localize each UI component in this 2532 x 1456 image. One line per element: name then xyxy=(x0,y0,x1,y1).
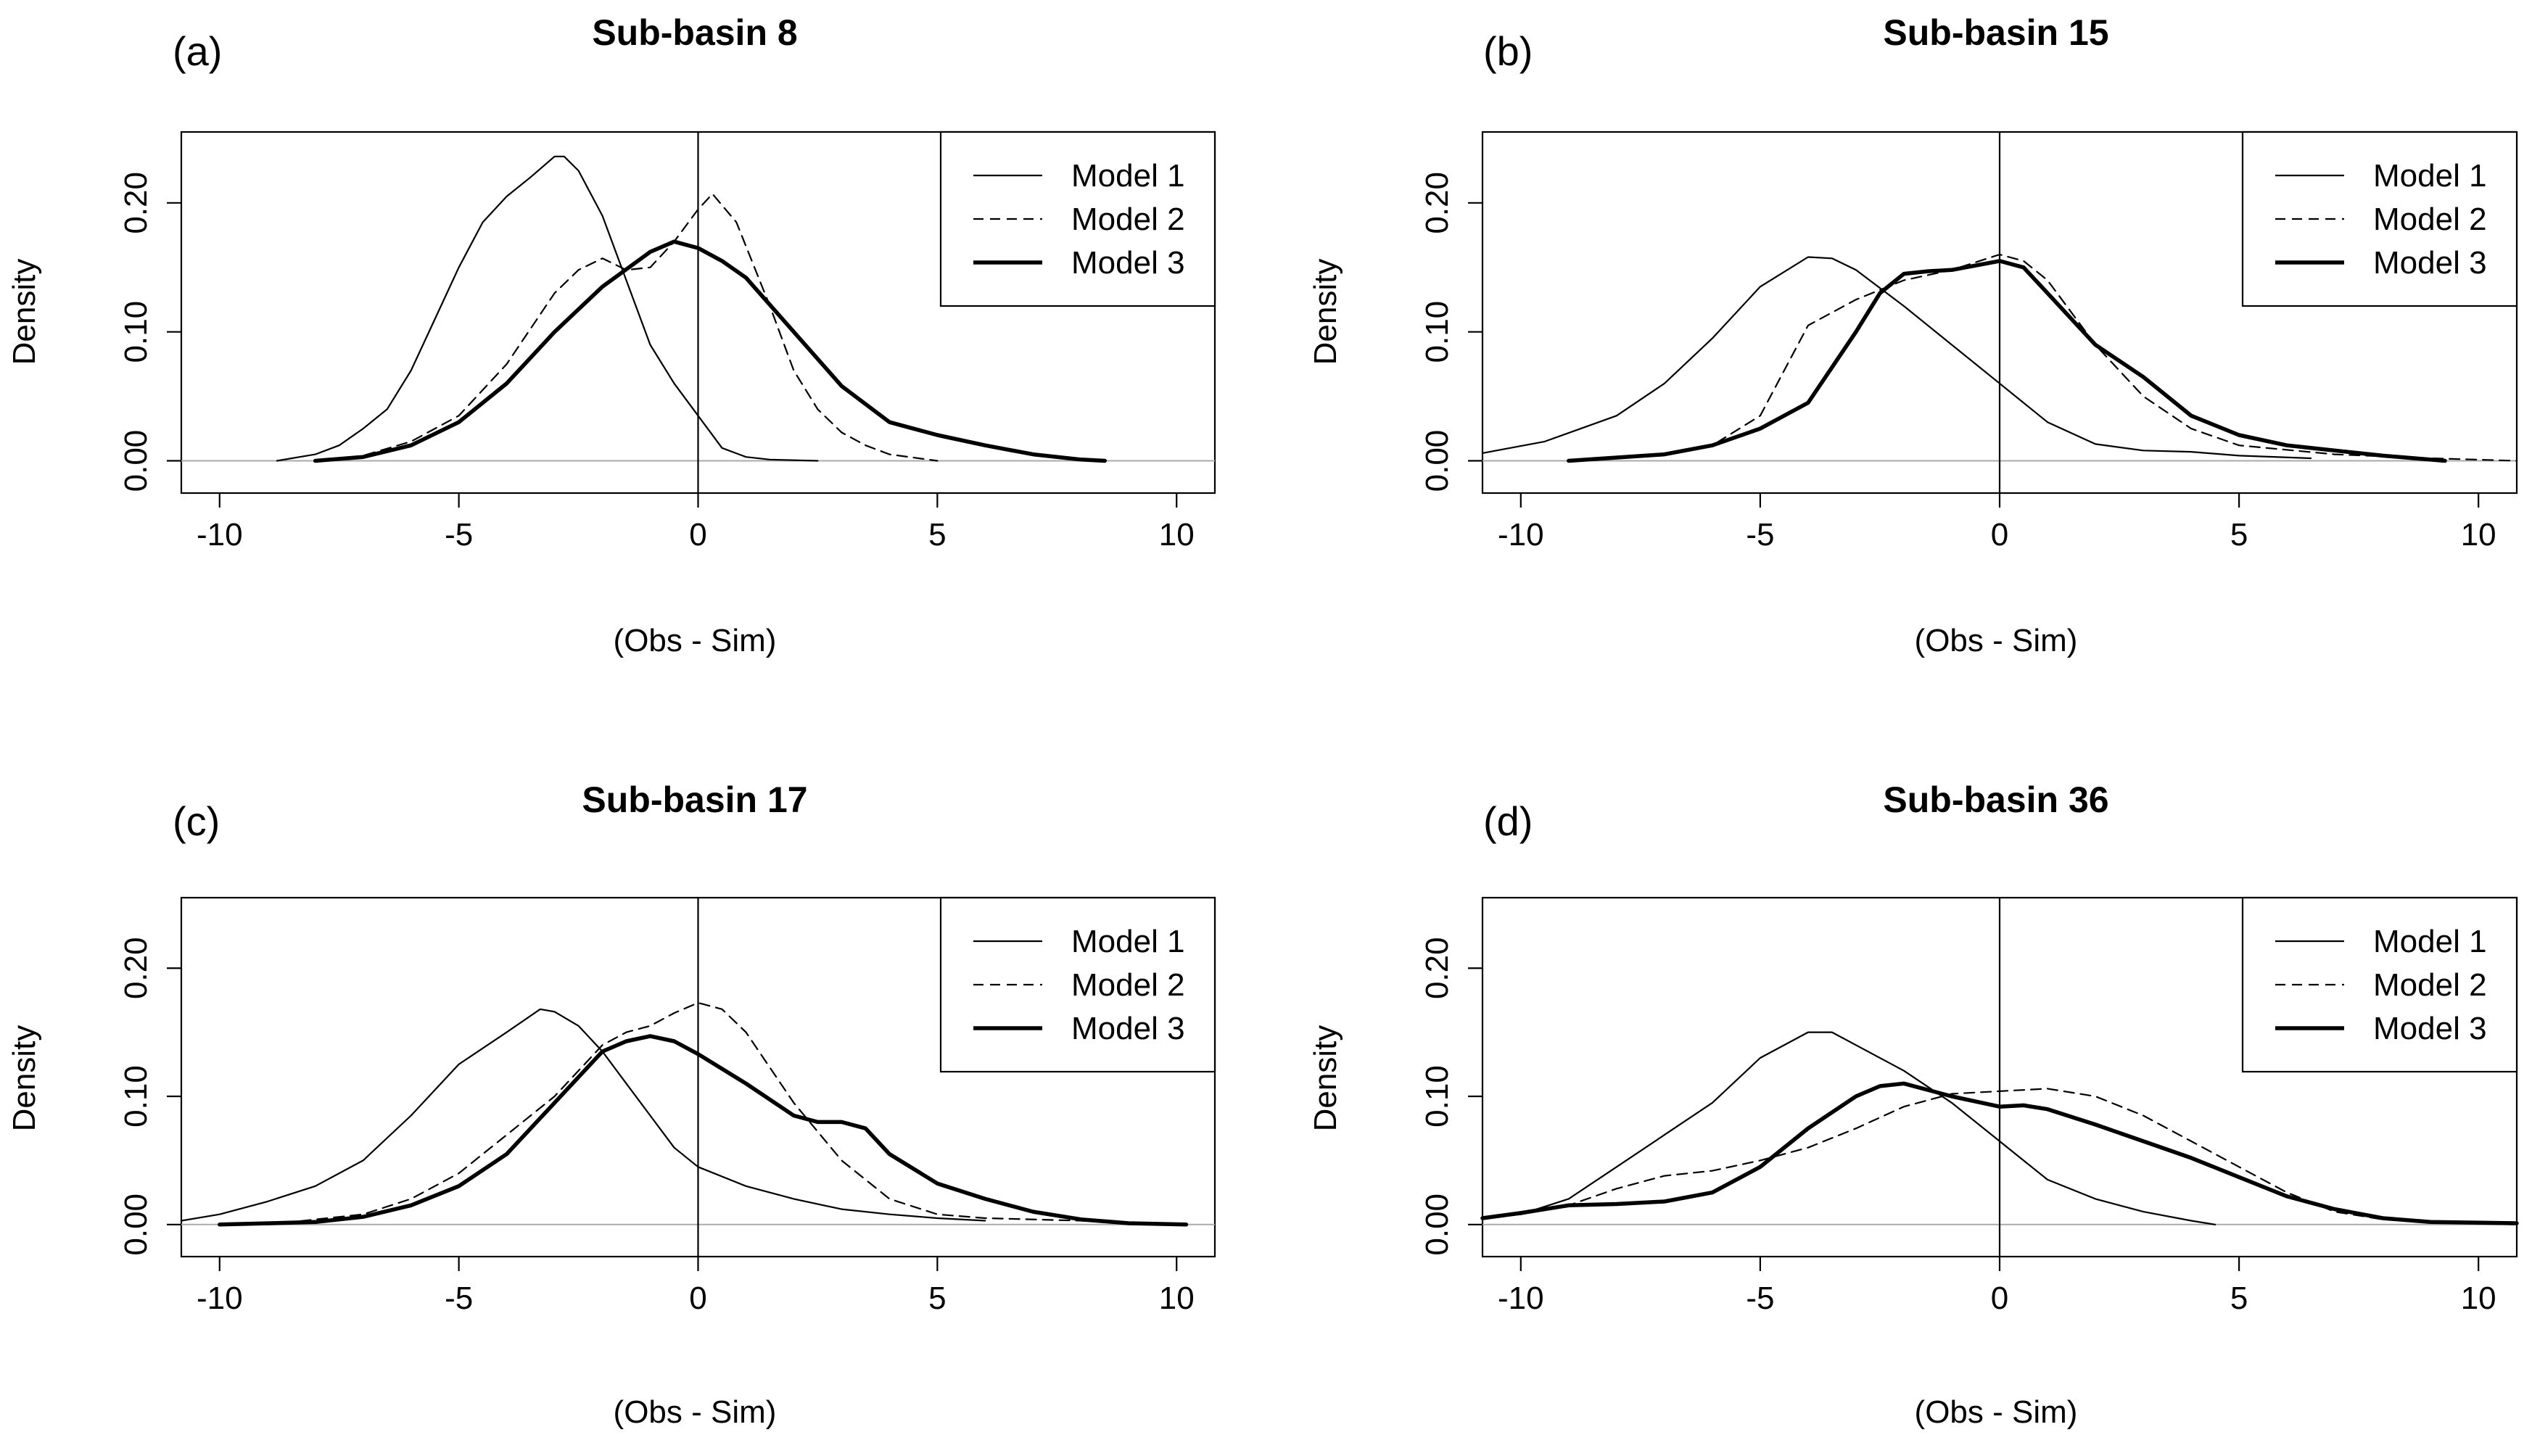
y-axis-label: Density xyxy=(7,259,42,365)
x-tick-label: -5 xyxy=(1746,1281,1774,1316)
series-line-model-3 xyxy=(1567,259,2447,463)
legend-label-model-2: Model 2 xyxy=(2373,967,2487,1003)
panel-a: -10 -5 0 5 10 0.00 0.10 0.20 (Obs - Sim) Density S… xyxy=(7,12,1216,658)
x-tick-label: 5 xyxy=(2230,517,2248,553)
x-tick-label: 5 xyxy=(928,517,946,553)
legend-label-model-3: Model 3 xyxy=(2373,1011,2487,1046)
y-tick-label: 0.00 xyxy=(1419,1194,1455,1256)
legend-box xyxy=(939,896,1216,1073)
series-line-model-1 xyxy=(276,155,819,462)
x-tick-label: -5 xyxy=(1746,517,1774,553)
legend: Model 1 Model 2 Model 3 xyxy=(2241,896,2518,1073)
y-axis-label: Density xyxy=(7,1025,42,1132)
x-tick-label: 0 xyxy=(1991,1281,2008,1316)
x-tick-label: 10 xyxy=(1159,1281,1195,1316)
panel-c: -10 -5 0 5 10 0.00 0.10 0.20 (Obs - Sim) Density S… xyxy=(7,779,1216,1430)
panel-d: -10 -5 0 5 10 0.00 0.10 0.20 (Obs - Sim) Density S… xyxy=(1308,779,2519,1430)
series-line-model-3 xyxy=(313,239,1108,463)
x-tick-label: 0 xyxy=(689,1281,706,1316)
y-tick-label: 0.10 xyxy=(118,301,154,363)
legend-label-model-3: Model 3 xyxy=(1071,1011,1185,1046)
x-tick-label: -10 xyxy=(197,1281,243,1316)
x-tick-label: -5 xyxy=(445,517,473,553)
legend-label-model-1: Model 1 xyxy=(1071,924,1185,959)
legend-label-model-2: Model 2 xyxy=(1071,967,1185,1003)
legend-label-model-1: Model 1 xyxy=(2373,924,2487,959)
y-tick-label: 0.10 xyxy=(1419,301,1455,363)
x-axis-label: (Obs - Sim) xyxy=(1915,1394,2078,1430)
legend-label-model-2: Model 2 xyxy=(2373,202,2487,237)
x-tick-label: 5 xyxy=(2230,1281,2248,1316)
x-axis-label: (Obs - Sim) xyxy=(614,1394,777,1430)
legend: Model 1 Model 2 Model 3 xyxy=(939,896,1216,1073)
y-tick-label: 0.10 xyxy=(118,1065,154,1128)
y-axis-label: Density xyxy=(1308,259,1343,365)
legend-label-model-1: Model 1 xyxy=(2373,158,2487,194)
panel-label: (d) xyxy=(1483,798,1533,844)
series-line-model-2 xyxy=(314,193,939,462)
series-line-model-1 xyxy=(180,1008,986,1222)
y-tick-label: 0.20 xyxy=(1419,937,1455,999)
legend-box xyxy=(2241,896,2518,1073)
x-tick-label: -10 xyxy=(1498,517,1544,553)
legend-label-model-3: Model 3 xyxy=(1071,245,1185,281)
y-tick-label: 0.00 xyxy=(118,1194,154,1256)
legend-label-model-2: Model 2 xyxy=(1071,202,1185,237)
series-line-model-1 xyxy=(1481,1031,2216,1225)
legend: Model 1 Model 2 Model 3 xyxy=(939,131,1216,307)
panel-label: (c) xyxy=(173,798,220,844)
chart-title: Sub-basin 36 xyxy=(1883,779,2108,820)
x-tick-label: 0 xyxy=(689,517,706,553)
x-tick-label: 5 xyxy=(928,1281,946,1316)
x-tick-label: 0 xyxy=(1991,517,2008,553)
panel-b: -10 -5 0 5 10 0.00 0.10 0.20 (Obs - Sim) Density S… xyxy=(1308,12,2518,658)
x-tick-label: 10 xyxy=(1159,517,1195,553)
legend: Model 1 Model 2 Model 3 xyxy=(2241,131,2518,307)
legend-box xyxy=(939,131,1216,307)
y-axis-label: Density xyxy=(1308,1025,1343,1132)
x-tick-label: 10 xyxy=(2461,1281,2496,1316)
x-axis-label: (Obs - Sim) xyxy=(614,623,777,658)
x-tick-label: 10 xyxy=(2461,517,2496,553)
x-axis-label: (Obs - Sim) xyxy=(1915,623,2078,658)
y-tick-label: 0.00 xyxy=(1419,430,1455,492)
x-tick-label: -5 xyxy=(445,1281,473,1316)
y-tick-label: 0.10 xyxy=(1419,1065,1455,1128)
y-tick-label: 0.20 xyxy=(118,172,154,234)
y-tick-label: 0.20 xyxy=(1419,172,1455,234)
chart-title: Sub-basin 17 xyxy=(582,779,807,820)
x-tick-label: -10 xyxy=(197,517,243,553)
series-line-model-1 xyxy=(1481,256,2312,460)
y-tick-label: 0.00 xyxy=(118,430,154,492)
series-line-model-3 xyxy=(1480,1081,2519,1225)
series-line-model-2 xyxy=(1567,253,2518,462)
legend-label-model-1: Model 1 xyxy=(1071,158,1185,194)
chart-title: Sub-basin 8 xyxy=(592,12,797,53)
legend-label-model-3: Model 3 xyxy=(2373,245,2487,281)
series-line-model-3 xyxy=(218,1034,1189,1227)
panel-label: (a) xyxy=(173,28,222,74)
panel-label: (b) xyxy=(1483,28,1533,74)
legend-box xyxy=(2241,131,2518,307)
y-tick-label: 0.20 xyxy=(118,937,154,999)
chart-title: Sub-basin 15 xyxy=(1883,12,2108,53)
series-line-model-2 xyxy=(266,1001,1178,1225)
x-tick-label: -10 xyxy=(1498,1281,1544,1316)
